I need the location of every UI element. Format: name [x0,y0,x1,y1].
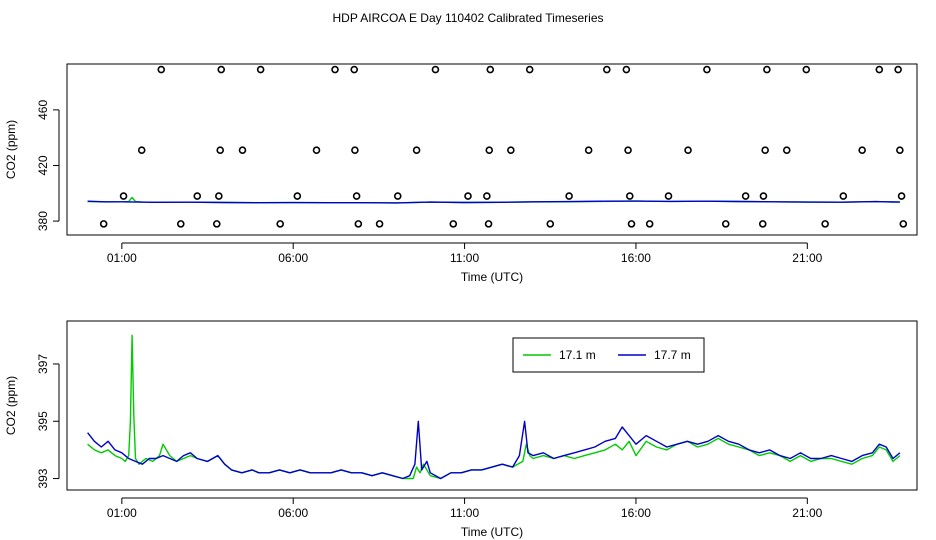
data-point [603,65,611,74]
data-point [331,65,339,74]
data-point [485,146,494,154]
legend-label: 17.7 m [654,348,691,362]
data-point [193,192,202,200]
data-point [763,65,771,74]
data-point [449,220,458,228]
x-axis-label: Time (UTC) [461,270,523,284]
data-point [627,220,636,228]
data-point [412,146,421,154]
x-tick-label: 16:00 [621,506,651,520]
data-point [375,220,384,228]
data-point [293,192,302,200]
x-tick-label: 11:00 [450,506,479,520]
series-line-17-7m [87,200,900,204]
data-point [238,146,247,154]
data-point [821,220,829,228]
x-axis-label: Time (UTC) [461,525,523,539]
data-point [486,65,495,74]
data-point [256,65,265,74]
data-point [645,220,654,228]
data-point [352,192,361,200]
data-point [212,220,221,228]
data-point [137,146,146,154]
data-point [312,146,321,154]
legend-label: 17.1 m [559,348,596,362]
data-point [483,192,491,200]
y-tick-label: 395 [36,411,50,431]
x-tick-label: 01:00 [107,506,137,520]
top-panel: 01:00 06:00 11:00 16:00 21:00 Time (UTC) 380 42… [4,63,918,284]
y-tick-label: 460 [36,100,50,120]
data-point [546,220,555,228]
x-tick-label: 11:00 [450,251,479,265]
x-tick-label: 06:00 [278,506,308,520]
data-point [761,146,769,154]
data-point [839,192,848,200]
y-tick-label: 380 [36,211,50,231]
data-point [216,146,225,154]
data-point [782,146,791,154]
y-axis-label: CO2 (ppm) [4,376,18,435]
data-point [899,220,908,228]
data-point [703,65,711,74]
data-point [176,220,185,228]
data-point [431,65,440,74]
data-point [721,220,730,228]
data-point [99,220,108,228]
data-point [758,220,767,228]
data-point [624,146,632,154]
data-point [875,65,884,74]
data-point [119,192,128,200]
data-point [584,146,593,154]
plot-frame [66,320,918,491]
x-tick-label: 21:00 [792,251,822,265]
y-tick-label: 397 [36,354,50,374]
data-point [276,220,284,228]
data-point [565,192,573,200]
data-point [393,192,402,200]
data-point [215,192,223,200]
data-point [622,65,631,74]
series-line-17-1m [87,334,901,480]
data-point [894,65,902,74]
data-point [759,192,768,200]
data-point [897,192,906,200]
data-point [625,192,634,200]
data-point [525,65,534,74]
series-line-17-7m [87,420,901,480]
data-point [858,146,866,154]
data-point [664,192,673,200]
data-point [507,146,515,154]
x-tick-label: 16:00 [621,251,651,265]
bottom-panel: 01:00 06:00 11:00 16:00 21:00 Time (UTC) 393 39… [4,320,918,539]
data-point [684,146,692,154]
data-point [217,65,226,74]
data-point [350,65,359,74]
x-tick-label: 06:00 [278,251,308,265]
y-axis-label: CO2 (ppm) [4,120,18,179]
plot-frame [66,63,918,236]
data-point [157,65,166,74]
y-tick-label: 420 [36,155,50,175]
data-point [464,192,472,200]
data-point [741,192,750,200]
data-point [484,220,493,228]
data-point [354,220,363,228]
x-tick-label: 21:00 [792,506,822,520]
data-point [802,65,811,74]
page-title: HDP AIRCOA E Day 110402 Calibrated Times… [332,11,603,25]
data-point [896,146,904,154]
x-tick-label: 01:00 [107,251,137,265]
y-tick-label: 393 [36,468,50,488]
data-point [351,146,359,154]
